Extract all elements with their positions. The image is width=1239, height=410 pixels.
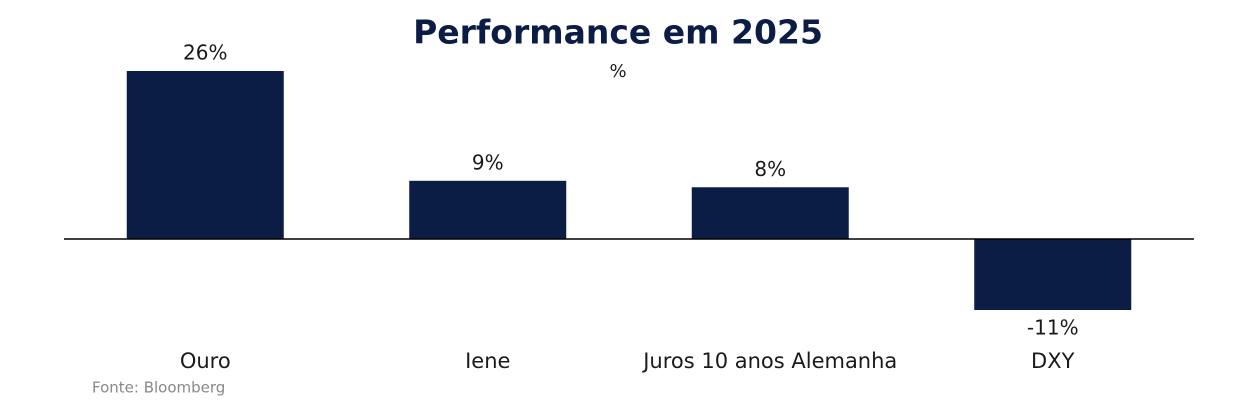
- bar: [691, 187, 849, 239]
- value-label: 26%: [183, 41, 227, 65]
- bar: [409, 180, 567, 239]
- x-tick-label: Ouro: [180, 349, 231, 373]
- x-tick-label: Juros 10 anos Alemanha: [641, 349, 897, 373]
- bar: [126, 71, 284, 239]
- chart-subtitle: %: [609, 61, 626, 82]
- value-label: -11%: [1027, 316, 1079, 340]
- bar: [974, 238, 1132, 310]
- chart-title: Performance em 2025: [413, 13, 823, 52]
- value-label: 8%: [754, 157, 786, 181]
- value-label: 9%: [472, 150, 504, 174]
- source-note: Fonte: Bloomberg: [92, 379, 225, 397]
- x-tick-label: DXY: [1031, 349, 1075, 373]
- x-tick-label: Iene: [465, 349, 510, 373]
